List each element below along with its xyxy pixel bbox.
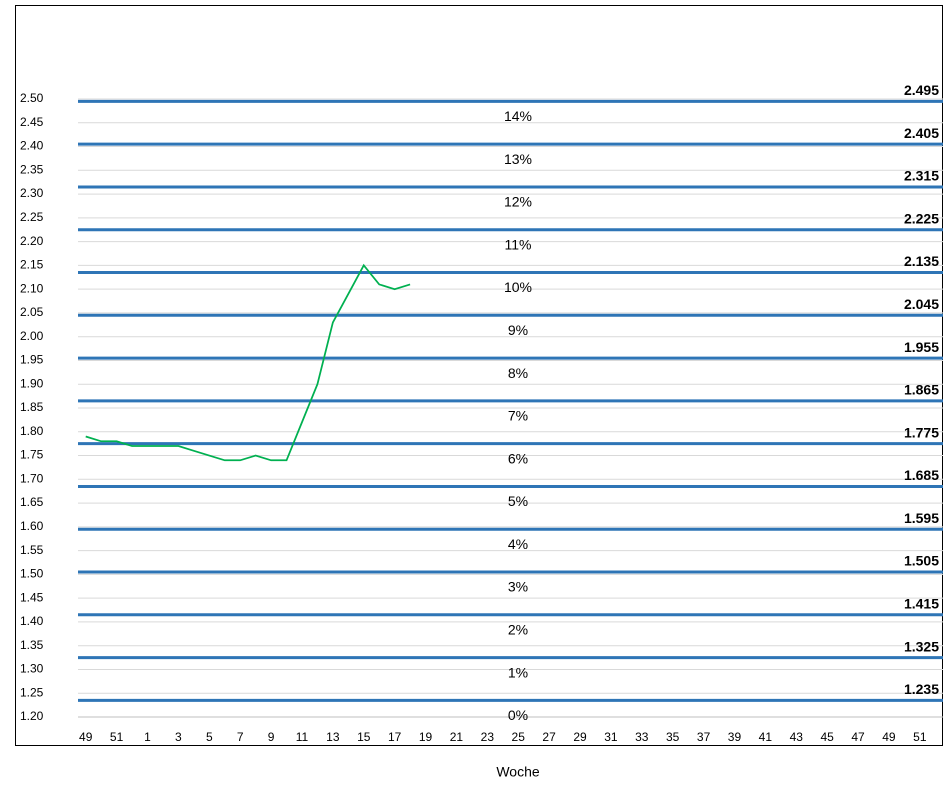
y-tick-label: 1.25 [20,685,44,699]
x-tick-label: 37 [697,730,711,744]
x-tick-label: 29 [573,730,587,744]
y-tick-label: 1.85 [20,400,44,414]
y-tick-label: 1.80 [20,424,44,438]
x-tick-label: 1 [144,730,151,744]
threshold-label: 1.325 [904,638,939,654]
x-tick-label: 39 [728,730,742,744]
band-label: 1% [508,664,528,680]
x-tick-label: 45 [820,730,834,744]
band-label: 2% [508,621,528,637]
x-tick-label: 13 [326,730,340,744]
band-label: 12% [504,194,532,210]
x-axis-title: Woche [496,764,540,780]
x-tick-label: 43 [790,730,804,744]
x-tick-label: 3 [175,730,182,744]
x-tick-label: 33 [635,730,649,744]
y-tick-label: 1.90 [20,376,44,390]
threshold-label: 2.225 [904,210,939,226]
x-tick-label: 7 [237,730,244,744]
y-tick-label: 2.30 [20,186,44,200]
x-tick-label: 51 [913,730,927,744]
threshold-label: 1.775 [904,424,939,440]
band-label: 11% [505,236,532,252]
band-label: 13% [504,151,532,167]
x-tick-label: 11 [296,730,309,744]
x-tick-label: 31 [604,730,618,744]
threshold-label: 2.495 [904,82,939,98]
y-tick-label: 1.65 [20,495,44,509]
y-tick-label: 1.30 [20,662,44,676]
band-label: 4% [508,536,528,552]
band-label: 0% [508,707,528,723]
y-tick-label: 1.75 [20,448,44,462]
y-tick-label: 1.55 [20,543,44,557]
y-tick-label: 1.20 [20,709,44,723]
band-label: 10% [504,279,532,295]
y-tick-label: 1.40 [20,614,44,628]
x-tick-label: 9 [268,730,275,744]
x-tick-label: 49 [882,730,896,744]
y-tick-label: 2.45 [20,115,44,129]
band-label: 6% [508,450,528,466]
y-tick-label: 1.50 [20,567,44,581]
y-tick-label: 2.50 [20,91,44,105]
y-tick-label: 1.60 [20,519,44,533]
band-label: 3% [508,579,528,595]
threshold-label: 2.405 [904,125,939,141]
y-tick-label: 2.05 [20,305,44,319]
x-tick-label: 51 [110,730,124,744]
y-tick-label: 2.25 [20,210,44,224]
y-tick-label: 2.00 [20,329,44,343]
threshold-label: 1.505 [904,553,939,569]
x-tick-label: 23 [481,730,495,744]
y-tick-label: 2.10 [20,281,44,295]
y-tick-label: 1.70 [20,471,44,485]
y-tick-label: 1.35 [20,638,44,652]
data-line [85,263,411,462]
x-tick-label: 21 [450,730,464,744]
threshold-label: 1.415 [904,595,939,611]
x-tick-label: 35 [666,730,680,744]
chart-frame [15,5,943,746]
x-tick-label: 49 [79,730,93,744]
threshold-label: 1.685 [904,467,939,483]
x-tick-label: 15 [357,730,371,744]
threshold-label: 1.595 [904,510,939,526]
band-label: 8% [508,365,528,381]
x-tick-label: 27 [542,730,556,744]
x-tick-label: 19 [419,730,433,744]
threshold-label: 1.235 [904,681,939,697]
y-tick-label: 2.40 [20,139,44,153]
threshold-label: 1.955 [904,339,939,355]
x-tick-label: 25 [512,730,526,744]
band-label: 9% [508,322,528,338]
threshold-label: 2.315 [904,168,939,184]
x-tick-label: 41 [759,730,773,744]
band-label: 14% [504,108,532,124]
threshold-label: 2.045 [904,296,939,312]
x-tick-label: 5 [206,730,213,744]
x-tick-label: 47 [851,730,865,744]
y-tick-label: 2.35 [20,162,44,176]
threshold-label: 2.135 [904,253,939,269]
y-tick-label: 1.45 [20,590,44,604]
x-tick-label: 17 [388,730,402,744]
band-label: 7% [508,408,528,424]
y-tick-label: 2.20 [20,234,44,248]
threshold-label: 1.865 [904,382,939,398]
y-tick-label: 1.95 [20,353,44,367]
y-tick-label: 2.15 [20,258,44,272]
band-label: 5% [508,493,528,509]
